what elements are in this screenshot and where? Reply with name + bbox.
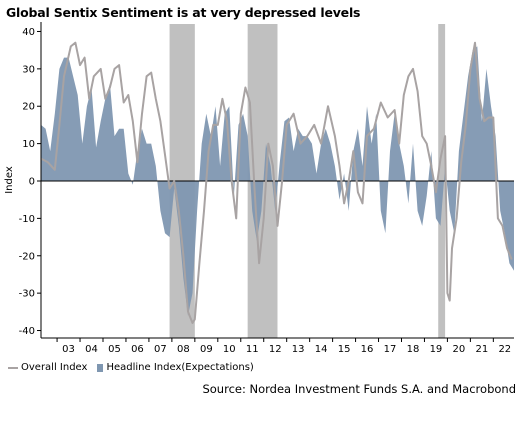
y-tick-label: 10 [22,139,35,150]
x-tick-label: 20 [453,344,466,355]
x-tick-label: 08 [177,344,190,355]
axes-layer: -40 -30 -20 -10 0 10 20 30 40 03 04 05 06 07 08 09 10 11 1… [19,22,514,355]
x-tick-label: 17 [384,344,397,355]
x-tick-label: 13 [292,344,305,355]
source-note: Source: Nordea Investment Funds S.A. and… [202,382,516,396]
x-tick-label: 10 [223,344,236,355]
x-tick-label: 06 [131,344,144,355]
x-tick-label: 18 [407,344,420,355]
x-tick-label: 19 [430,344,443,355]
x-tick-label: 16 [361,344,374,355]
y-tick-label: 30 [22,64,35,75]
legend-label-headline: Headline Index(Expectations) [106,362,254,373]
overall-line-layer [40,41,513,324]
x-tick-label: 21 [475,344,488,355]
x-tick-label: 15 [338,344,351,355]
y-axis-label: Index [4,166,15,194]
legend-swatch-headline [97,363,104,372]
legend-label-overall: Overall Index [21,362,88,373]
x-tick-label: 14 [315,344,328,355]
y-tick-label: 40 [22,27,35,38]
x-tick-label: 11 [246,344,259,355]
x-tick-label: 09 [200,344,213,355]
legend-swatch-overall [8,366,18,369]
y-tick-label: -10 [19,214,35,225]
y-tick-label: -40 [19,326,35,337]
y-tick-label: 20 [22,102,35,113]
x-tick-label: 05 [108,344,121,355]
x-tick-label: 22 [498,344,511,355]
x-tick-label: 03 [62,344,75,355]
y-tick-label: -20 [19,251,35,262]
chart-title: Global Sentix Sentiment is at very depre… [6,5,361,20]
y-tick-label: -30 [19,289,35,300]
x-tick-label: 12 [269,344,282,355]
legend: Overall Index Headline Index(Expectation… [8,362,254,373]
y-tick-label: 0 [29,177,35,188]
series-overall-line [40,41,513,324]
x-tick-label: 04 [85,344,98,355]
x-tick-label: 07 [154,344,167,355]
